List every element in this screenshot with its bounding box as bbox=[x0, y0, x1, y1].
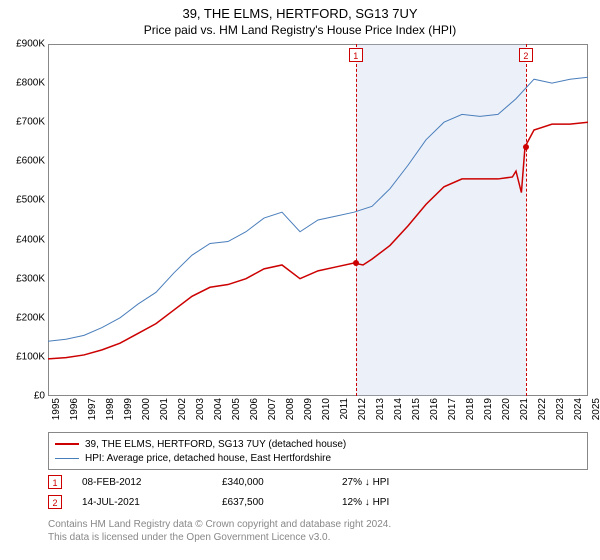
xtick-label: 2007 bbox=[267, 398, 278, 420]
xtick-label: 2017 bbox=[447, 398, 458, 420]
xtick-label: 2020 bbox=[501, 398, 512, 420]
chart-title: 39, THE ELMS, HERTFORD, SG13 7UY bbox=[0, 0, 600, 21]
xtick-label: 2015 bbox=[411, 398, 422, 420]
sale-diff: 12% ↓ HPI bbox=[342, 497, 462, 508]
xtick-label: 2001 bbox=[159, 398, 170, 420]
legend-row-property: 39, THE ELMS, HERTFORD, SG13 7UY (detach… bbox=[55, 437, 581, 451]
attribution-line: Contains HM Land Registry data © Crown c… bbox=[48, 518, 588, 531]
ytick-label: £500K bbox=[1, 195, 45, 206]
ytick-label: £200K bbox=[1, 312, 45, 323]
ytick-label: £100K bbox=[1, 351, 45, 362]
xtick-label: 2004 bbox=[213, 398, 224, 420]
ytick-label: £300K bbox=[1, 273, 45, 284]
sale-date: 08-FEB-2012 bbox=[82, 477, 222, 488]
xtick-label: 2010 bbox=[321, 398, 332, 420]
sale-price: £340,000 bbox=[222, 477, 342, 488]
ytick-label: £800K bbox=[1, 78, 45, 89]
sale-point-icon bbox=[523, 144, 529, 150]
xtick-label: 2013 bbox=[375, 398, 386, 420]
xtick-label: 2003 bbox=[195, 398, 206, 420]
legend-swatch bbox=[55, 458, 79, 459]
ytick-label: £600K bbox=[1, 156, 45, 167]
xtick-label: 2011 bbox=[339, 398, 350, 420]
xtick-label: 2002 bbox=[177, 398, 188, 420]
ytick-label: £400K bbox=[1, 234, 45, 245]
xtick-label: 2000 bbox=[141, 398, 152, 420]
xtick-label: 2014 bbox=[393, 398, 404, 420]
xtick-label: 2018 bbox=[465, 398, 476, 420]
legend-row-hpi: HPI: Average price, detached house, East… bbox=[55, 451, 581, 465]
xtick-label: 2012 bbox=[357, 398, 368, 420]
legend-swatch bbox=[55, 443, 79, 445]
xtick-label: 2009 bbox=[303, 398, 314, 420]
xtick-label: 2006 bbox=[249, 398, 260, 420]
chart-container: 39, THE ELMS, HERTFORD, SG13 7UY Price p… bbox=[0, 0, 600, 560]
legend-label: 39, THE ELMS, HERTFORD, SG13 7UY (detach… bbox=[85, 439, 346, 450]
xtick-label: 2008 bbox=[285, 398, 296, 420]
xtick-label: 2016 bbox=[429, 398, 440, 420]
xtick-label: 1995 bbox=[51, 398, 62, 420]
xtick-label: 2025 bbox=[591, 398, 600, 420]
legend: 39, THE ELMS, HERTFORD, SG13 7UY (detach… bbox=[48, 432, 588, 470]
sale-point-icon bbox=[353, 260, 359, 266]
ytick-label: £700K bbox=[1, 117, 45, 128]
line-series bbox=[48, 44, 588, 396]
legend-label: HPI: Average price, detached house, East… bbox=[85, 453, 331, 464]
sale-date: 14-JUL-2021 bbox=[82, 497, 222, 508]
attribution-line: This data is licensed under the Open Gov… bbox=[48, 531, 588, 544]
attribution: Contains HM Land Registry data © Crown c… bbox=[48, 518, 588, 544]
xtick-label: 2019 bbox=[483, 398, 494, 420]
sale-marker-icon: 1 bbox=[48, 475, 62, 489]
ytick-label: £0 bbox=[1, 391, 45, 402]
xtick-label: 1998 bbox=[105, 398, 116, 420]
sales-row: 2 14-JUL-2021 £637,500 12% ↓ HPI bbox=[48, 492, 588, 512]
chart-subtitle: Price paid vs. HM Land Registry's House … bbox=[0, 21, 600, 41]
xtick-label: 2023 bbox=[555, 398, 566, 420]
xtick-label: 2022 bbox=[537, 398, 548, 420]
sales-table: 1 08-FEB-2012 £340,000 27% ↓ HPI 2 14-JU… bbox=[48, 472, 588, 512]
xtick-label: 1997 bbox=[87, 398, 98, 420]
xtick-label: 2005 bbox=[231, 398, 242, 420]
sale-marker-icon: 2 bbox=[48, 495, 62, 509]
xtick-label: 2021 bbox=[519, 398, 530, 420]
xtick-label: 1999 bbox=[123, 398, 134, 420]
xtick-label: 2024 bbox=[573, 398, 584, 420]
sale-diff: 27% ↓ HPI bbox=[342, 477, 462, 488]
xtick-label: 1996 bbox=[69, 398, 80, 420]
sale-price: £637,500 bbox=[222, 497, 342, 508]
ytick-label: £900K bbox=[1, 39, 45, 50]
sales-row: 1 08-FEB-2012 £340,000 27% ↓ HPI bbox=[48, 472, 588, 492]
